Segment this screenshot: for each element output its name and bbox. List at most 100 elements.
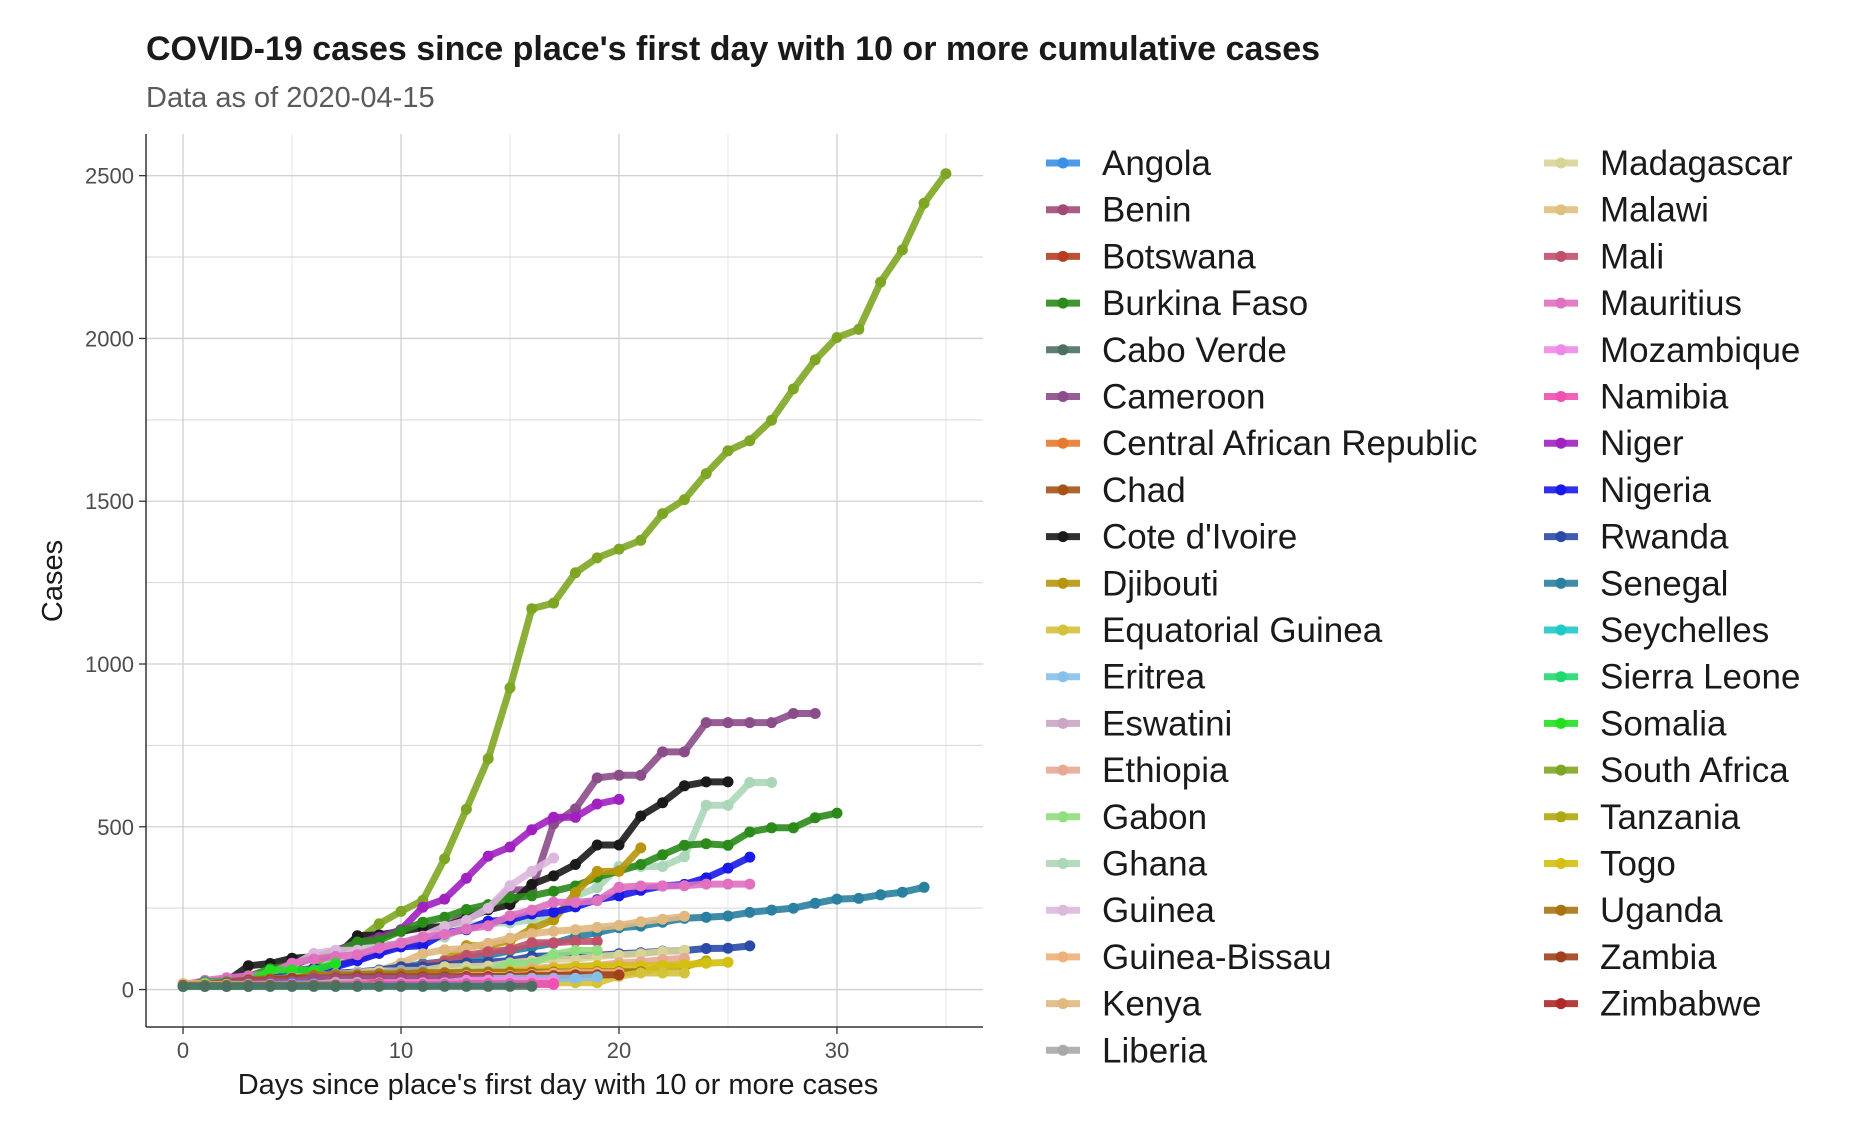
data-point [569,945,581,956]
legend-key-point [1555,157,1567,169]
data-point [657,508,669,520]
legend-item: Sierra Leone [1544,658,1800,697]
data-point [635,916,647,928]
legend-item: Zambia [1544,938,1717,977]
data-point [351,980,363,992]
data-point [766,822,778,834]
data-point [657,861,669,872]
legend-label: Equatorial Guinea [1102,611,1383,650]
data-point [700,717,712,729]
legend-key-point [1555,391,1567,402]
data-point [613,865,625,877]
legend-label: South Africa [1600,751,1789,790]
data-point [548,937,560,949]
data-point [591,935,603,947]
data-point [482,920,494,932]
data-point [722,799,734,811]
data-point [700,776,712,788]
legend-item: Equatorial Guinea [1046,611,1383,650]
data-point [809,897,821,909]
legend-label: Benin [1102,191,1192,230]
data-point [722,910,734,922]
legend-label: Uganda [1600,891,1723,930]
data-point [526,937,538,949]
legend-key-point [1057,577,1069,589]
x-tick-label: 10 [389,1038,413,1063]
legend: Angola Benin Botswana Burkina Faso Cabo Verd… [1046,144,1800,1070]
data-point [918,197,930,209]
data-point [635,880,647,892]
legend-label: Botswana [1102,237,1256,276]
data-point [395,980,407,992]
data-point [635,948,647,960]
legend-label: Seychelles [1600,611,1769,650]
data-point [526,890,538,902]
data-point [439,920,451,932]
data-point [657,797,669,809]
data-point [853,892,865,904]
data-point [657,946,669,957]
data-point [591,921,603,933]
data-point [460,915,472,926]
data-point [548,925,560,937]
legend-label: Gabon [1102,798,1207,837]
legend-key-point [1057,858,1069,869]
data-point [678,780,690,792]
data-point [548,896,560,908]
legend-label: Guinea-Bissau [1102,938,1332,977]
data-point [678,967,690,979]
legend-item: Guinea [1046,891,1215,930]
data-point [526,603,538,615]
legend-key-point [1057,951,1069,963]
data-point [504,841,516,853]
data-point [766,904,778,916]
series-line [179,170,950,989]
legend-key-point [1057,484,1069,496]
legend-item: Ghana [1046,845,1208,884]
data-point [766,717,778,729]
legend-label: Somalia [1600,704,1727,743]
data-point [417,940,429,952]
legend-key-point [1555,904,1567,916]
data-point [896,244,908,256]
legend-label: Central African Republic [1102,424,1477,463]
legend-key-point [1555,344,1567,356]
data-point [613,949,625,961]
data-point [700,468,712,480]
data-point [373,934,385,946]
data-point [548,948,560,960]
y-axis-label: Cases [37,540,69,622]
data-point [395,925,407,937]
data-point [700,838,712,850]
data-point [722,445,734,457]
legend-item: Djibouti [1046,564,1219,603]
data-point [613,839,625,851]
legend-item: Togo [1544,845,1676,884]
data-point [635,534,647,546]
legend-key-point [1555,484,1567,496]
data-point [591,945,603,956]
legend-label: Tanzania [1600,798,1741,837]
legend-label: Cabo Verde [1102,331,1287,370]
data-point [504,932,516,944]
legend-key-point [1555,250,1567,262]
y-tick-label: 1500 [85,489,134,514]
data-point [482,902,494,914]
legend-item: Central African Republic [1046,424,1477,463]
data-point [439,853,451,865]
data-point [722,839,734,851]
data-point [548,914,560,926]
data-point [548,906,560,918]
data-point [199,980,211,992]
legend-key-point [1057,391,1069,402]
data-point [744,851,756,863]
chart-title: COVID-19 cases since place's first day w… [146,30,1321,68]
legend-key-point [1057,157,1069,169]
data-point [657,880,669,892]
data-point [569,896,581,908]
data-point [439,929,451,940]
data-point [591,895,603,907]
legend-label: Djibouti [1102,564,1219,603]
legend-label: Niger [1600,424,1684,463]
legend-label: Togo [1600,845,1676,884]
